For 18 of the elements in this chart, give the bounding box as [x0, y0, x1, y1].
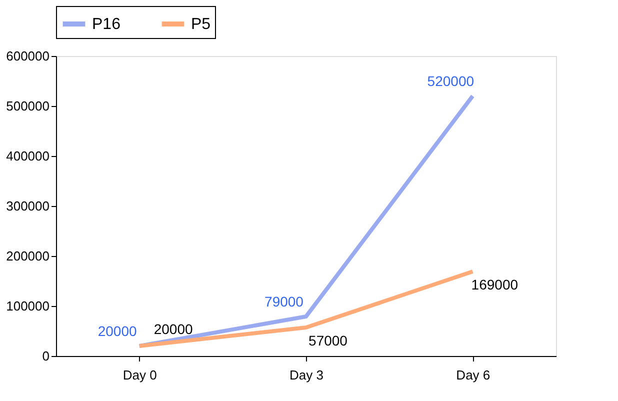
x-tick-label: Day 6 — [456, 368, 490, 382]
y-tick-label: 0 — [42, 348, 50, 364]
y-tick-label: 100000 — [6, 298, 50, 314]
data-label: 57000 — [308, 332, 348, 348]
x-tick-label: Day 3 — [290, 368, 324, 382]
data-label: 79000 — [264, 294, 304, 310]
legend-label: P5 — [191, 16, 211, 33]
data-label: 520000 — [427, 73, 474, 89]
y-tick-label: 200000 — [6, 248, 50, 264]
y-tick-label: 500000 — [6, 98, 50, 114]
data-label: 20000 — [154, 321, 194, 337]
data-label: 169000 — [471, 276, 518, 292]
y-tick-label: 400000 — [6, 148, 50, 164]
x-tick-label: Day 0 — [122, 368, 157, 382]
legend-label: P16 — [92, 16, 121, 33]
data-label: 20000 — [98, 323, 138, 339]
y-tick-label: 300000 — [6, 198, 50, 214]
y-tick-label: 600000 — [6, 48, 50, 64]
